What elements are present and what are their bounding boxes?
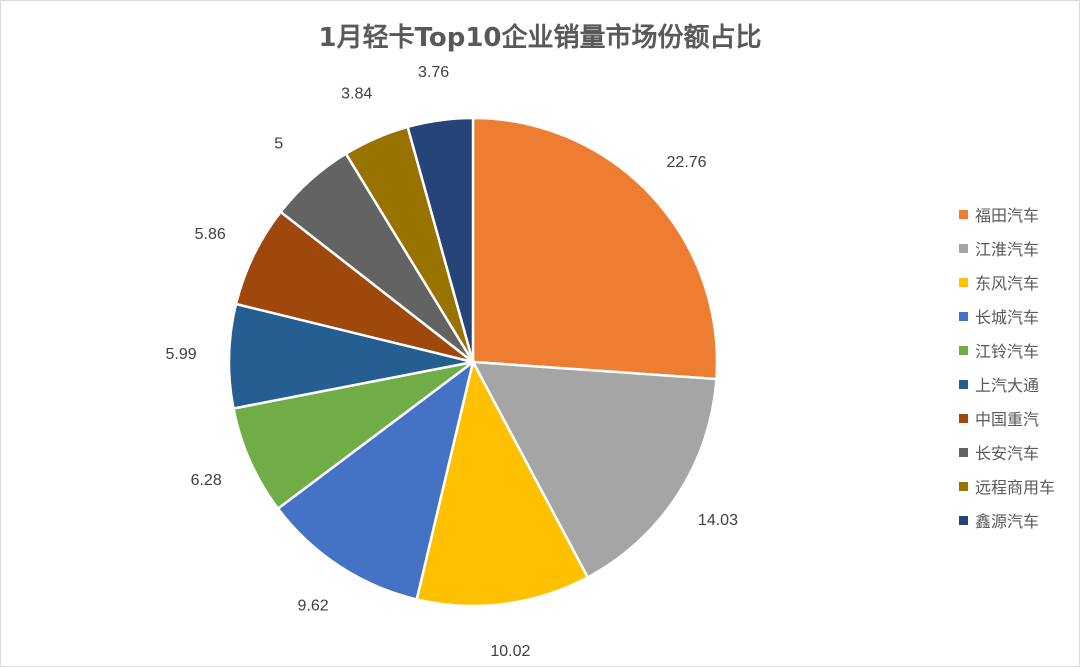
pie-slice-5	[232, 360, 475, 510]
data-label-2: 14.03	[698, 512, 738, 529]
legend-label: 福田汽车	[975, 206, 1040, 225]
legend-item-6: 上汽大通	[959, 367, 1055, 401]
legend-swatch	[959, 515, 968, 525]
legend-swatch	[959, 413, 968, 423]
pie-slice-6	[227, 302, 475, 410]
pie-slice-4	[276, 360, 475, 601]
data-label-7: 5.86	[195, 226, 226, 243]
legend-label: 江铃汽车	[975, 342, 1040, 361]
legend-item-5: 江铃汽车	[959, 333, 1055, 367]
legend-label: 东风汽车	[975, 274, 1040, 293]
legend-label: 江淮汽车	[975, 240, 1040, 259]
legend-swatch	[959, 379, 968, 389]
legend-item-8: 长安汽车	[959, 435, 1055, 469]
legend-label: 上汽大通	[975, 376, 1040, 395]
chart-title: 1月轻卡Top10企业销量市场份额占比	[318, 23, 762, 53]
data-label-8: 5	[274, 135, 283, 152]
legend-item-1: 福田汽车	[959, 197, 1055, 231]
legend-label: 长安汽车	[975, 444, 1040, 463]
data-label-10: 3.76	[418, 64, 449, 81]
data-label-4: 9.62	[298, 598, 329, 615]
legend-swatch	[959, 243, 968, 253]
legend-swatch	[959, 447, 968, 457]
legend-swatch	[959, 209, 968, 219]
legend-label: 长城汽车	[975, 308, 1040, 327]
data-label-6: 5.99	[166, 346, 197, 363]
data-label-3: 10.02	[490, 643, 530, 660]
data-label-9: 3.84	[341, 85, 372, 102]
pie-slice-10	[406, 116, 475, 364]
legend-item-2: 江淮汽车	[959, 231, 1055, 265]
legend-swatch	[959, 311, 968, 321]
legend-label: 中国重汽	[975, 410, 1040, 429]
legend-swatch	[959, 481, 968, 491]
pie-slice-2	[471, 360, 718, 579]
legend-label: 远程商用车	[975, 478, 1056, 497]
legend-item-9: 远程商用车	[959, 469, 1055, 503]
legend-item-10: 鑫源汽车	[959, 503, 1055, 537]
legend-item-7: 中国重汽	[959, 401, 1055, 435]
legend: 福田汽车江淮汽车东风汽车长城汽车江铃汽车上汽大通中国重汽长安汽车远程商用车鑫源汽…	[959, 197, 1055, 537]
legend-swatch	[959, 345, 968, 355]
data-label-5: 6.28	[191, 472, 222, 489]
pie-slice-1	[471, 116, 719, 381]
legend-label: 鑫源汽车	[975, 512, 1040, 531]
legend-swatch	[959, 277, 968, 287]
data-label-1: 22.76	[667, 154, 707, 171]
legend-item-3: 东风汽车	[959, 265, 1055, 299]
legend-item-4: 长城汽车	[959, 299, 1055, 333]
